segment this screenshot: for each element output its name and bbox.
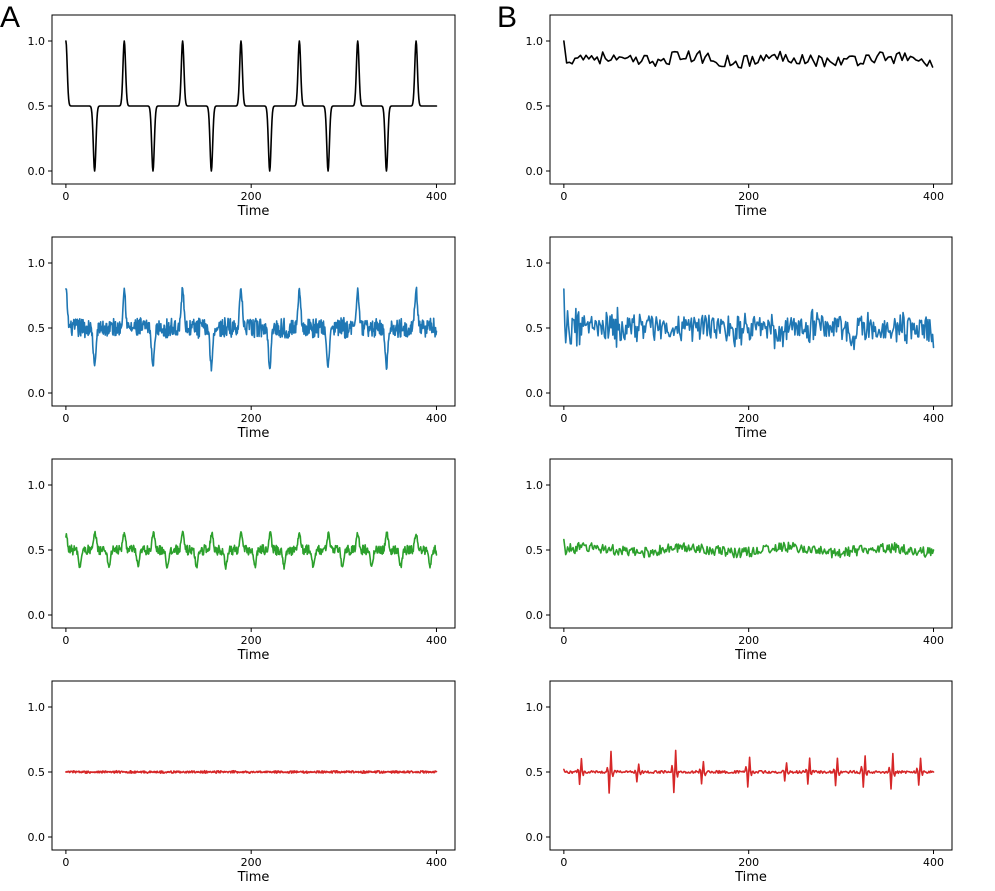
chart-b-4-ytick-label: 1.0	[526, 701, 544, 714]
chart-a-4-xtick-label: 0	[62, 856, 69, 869]
chart-b-2-ytick-label: 0.5	[526, 322, 544, 335]
chart-b-2-xtick-label: 400	[923, 412, 944, 425]
chart-b-2-axes-frame	[549, 236, 953, 407]
chart-b-1-xtick-label: 200	[738, 190, 759, 203]
chart-b-1-ytick-label: 0.0	[526, 165, 544, 178]
chart-a-3-xtick-label: 400	[426, 634, 447, 647]
chart-a-2-series-line	[65, 286, 438, 372]
chart-b-4-series-line	[563, 749, 935, 794]
charts-grid: 0 200 400 0.0 0.5 1.0 Time 0 200 400 0.0 0.5 1.0 Time…	[28, 14, 953, 885]
chart-a-1-ytick-label: 0.0	[28, 165, 46, 178]
chart-b-1-xlabel: Time	[734, 204, 767, 219]
chart-a-3-axes-frame	[51, 458, 456, 629]
chart-a-2-ytick-label: 0.5	[28, 322, 46, 335]
chart-b-4-axes-frame	[549, 680, 953, 851]
chart-a-1-xlabel: Time	[237, 204, 270, 219]
chart-a-4: 0 200 400 0.0 0.5 1.0 Time	[28, 680, 456, 885]
chart-b-3-ytick-label: 1.0	[526, 479, 544, 492]
chart-a-2: 0 200 400 0.0 0.5 1.0 Time	[28, 236, 456, 441]
chart-b-4-ytick-label: 0.5	[526, 766, 544, 779]
chart-a-2-xlabel: Time	[237, 426, 270, 441]
chart-b-3-xtick-label: 0	[560, 634, 567, 647]
chart-a-2-xtick-label: 0	[62, 412, 69, 425]
chart-b-2-xtick-label: 0	[560, 412, 567, 425]
chart-a-4-axes-frame	[51, 680, 456, 851]
chart-b-3-axes-frame	[549, 458, 953, 629]
chart-a-1-series-line	[65, 40, 438, 172]
chart-a-1-xtick-label: 0	[62, 190, 69, 203]
chart-a-3-ytick-label: 0.5	[28, 544, 46, 557]
chart-b-2-xtick-label: 200	[738, 412, 759, 425]
chart-a-3-xlabel: Time	[237, 648, 270, 663]
chart-b-4-xtick-label: 200	[738, 856, 759, 869]
chart-a-3-ytick-label: 0.0	[28, 609, 46, 622]
chart-b-4-xtick-label: 0	[560, 856, 567, 869]
chart-b-3-xtick-label: 400	[923, 634, 944, 647]
chart-b-3-ytick-label: 0.0	[526, 609, 544, 622]
chart-a-1-ytick-label: 0.5	[28, 100, 46, 113]
chart-b-2-xlabel: Time	[734, 426, 767, 441]
chart-b-3-ytick-label: 0.5	[526, 544, 544, 557]
chart-b-4-xlabel: Time	[734, 870, 767, 885]
chart-b-2-ytick-label: 0.0	[526, 387, 544, 400]
chart-a-4-ytick-label: 0.5	[28, 766, 46, 779]
chart-b-1-series-line	[563, 40, 934, 69]
chart-b-2: 0 200 400 0.0 0.5 1.0 Time	[526, 236, 953, 441]
chart-a-2-ytick-label: 0.0	[28, 387, 46, 400]
chart-a-2-xtick-label: 400	[426, 412, 447, 425]
chart-a-1: 0 200 400 0.0 0.5 1.0 Time	[28, 14, 456, 219]
chart-a-2-xtick-label: 200	[241, 412, 262, 425]
chart-a-3-xtick-label: 200	[241, 634, 262, 647]
chart-b-2-ytick-label: 1.0	[526, 257, 544, 270]
chart-b-3-xlabel: Time	[734, 648, 767, 663]
chart-b-1: 0 200 400 0.0 0.5 1.0 Time	[526, 14, 953, 219]
chart-a-2-ytick-label: 1.0	[28, 257, 46, 270]
chart-a-1-xtick-label: 400	[426, 190, 447, 203]
chart-b-1-ytick-label: 0.5	[526, 100, 544, 113]
chart-b-1-xtick-label: 400	[923, 190, 944, 203]
chart-a-3: 0 200 400 0.0 0.5 1.0 Time	[28, 458, 456, 663]
chart-b-3: 0 200 400 0.0 0.5 1.0 Time	[526, 458, 953, 663]
chart-b-3-xtick-label: 200	[738, 634, 759, 647]
chart-b-4-xtick-label: 400	[923, 856, 944, 869]
chart-a-4-series-line	[65, 769, 438, 775]
chart-b-4: 0 200 400 0.0 0.5 1.0 Time	[526, 680, 953, 885]
chart-a-4-ytick-label: 0.0	[28, 831, 46, 844]
chart-b-1-xtick-label: 0	[560, 190, 567, 203]
chart-b-1-axes-frame	[549, 14, 953, 185]
chart-a-1-axes-frame	[51, 14, 456, 185]
chart-a-3-ytick-label: 1.0	[28, 479, 46, 492]
chart-b-3-series-line	[563, 538, 935, 559]
chart-b-4-ytick-label: 0.0	[526, 831, 544, 844]
chart-a-4-xtick-label: 200	[241, 856, 262, 869]
chart-a-1-ytick-label: 1.0	[28, 35, 46, 48]
panel-letter-a: A	[0, 1, 20, 34]
chart-a-3-series-line	[65, 530, 438, 570]
chart-a-3-xtick-label: 0	[62, 634, 69, 647]
chart-a-4-xlabel: Time	[237, 870, 270, 885]
chart-a-1-xtick-label: 200	[241, 190, 262, 203]
chart-b-2-series-line	[563, 288, 935, 351]
chart-a-2-axes-frame	[51, 236, 456, 407]
chart-b-1-ytick-label: 1.0	[526, 35, 544, 48]
panel-letter-b: B	[497, 1, 517, 34]
chart-a-4-xtick-label: 400	[426, 856, 447, 869]
chart-a-4-ytick-label: 1.0	[28, 701, 46, 714]
